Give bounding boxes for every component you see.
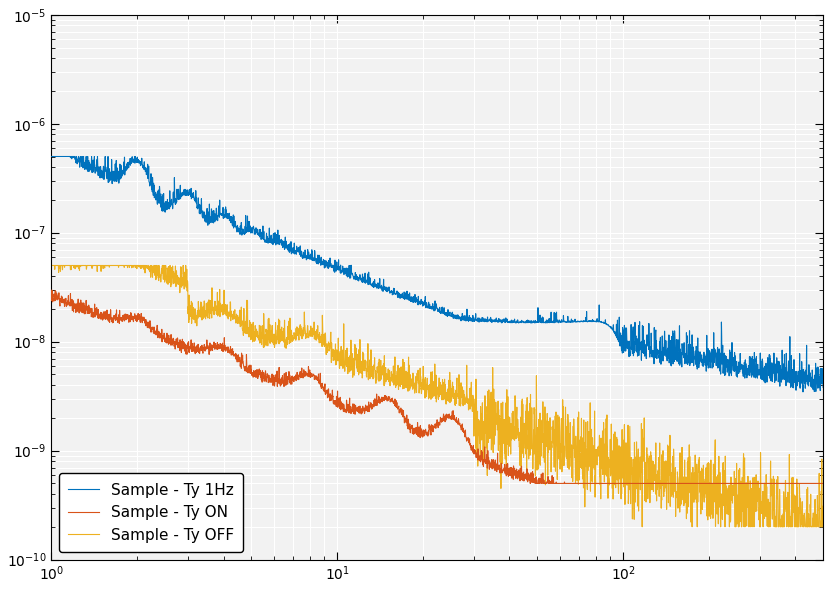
Sample - Ty OFF — [342, 361, 352, 368]
Sample - Ty OFF — [803, 523, 813, 530]
Sample - Ty OFF — [818, 503, 828, 510]
Sample - Ty 1Hz — [798, 388, 808, 395]
Legend: Sample - Ty 1Hz, Sample - Ty ON, Sample - Ty OFF: Sample - Ty 1Hz, Sample - Ty ON, Sample … — [59, 473, 243, 552]
Sample - Ty 1Hz — [720, 372, 730, 379]
Sample - Ty 1Hz — [46, 153, 56, 160]
Sample - Ty OFF — [720, 523, 730, 530]
Sample - Ty OFF — [637, 523, 647, 530]
Sample - Ty 1Hz — [134, 158, 144, 165]
Line: Sample - Ty ON: Sample - Ty ON — [51, 290, 823, 483]
Sample - Ty OFF — [46, 262, 56, 269]
Sample - Ty ON — [343, 404, 353, 411]
Sample - Ty ON — [803, 480, 813, 487]
Sample - Ty ON — [180, 340, 190, 348]
Sample - Ty OFF — [180, 270, 190, 277]
Sample - Ty ON — [134, 314, 144, 322]
Sample - Ty 1Hz — [180, 192, 190, 199]
Sample - Ty 1Hz — [803, 374, 813, 381]
Sample - Ty ON — [376, 395, 386, 402]
Line: Sample - Ty OFF: Sample - Ty OFF — [51, 266, 823, 527]
Sample - Ty OFF — [134, 263, 144, 270]
Sample - Ty OFF — [376, 357, 386, 364]
Sample - Ty ON — [46, 287, 56, 294]
Sample - Ty 1Hz — [376, 284, 386, 291]
Line: Sample - Ty 1Hz: Sample - Ty 1Hz — [51, 156, 823, 392]
Sample - Ty ON — [525, 480, 535, 487]
Sample - Ty ON — [47, 287, 57, 294]
Sample - Ty ON — [818, 480, 828, 487]
Sample - Ty 1Hz — [342, 272, 352, 279]
Sample - Ty ON — [720, 480, 730, 487]
Sample - Ty 1Hz — [818, 384, 828, 391]
